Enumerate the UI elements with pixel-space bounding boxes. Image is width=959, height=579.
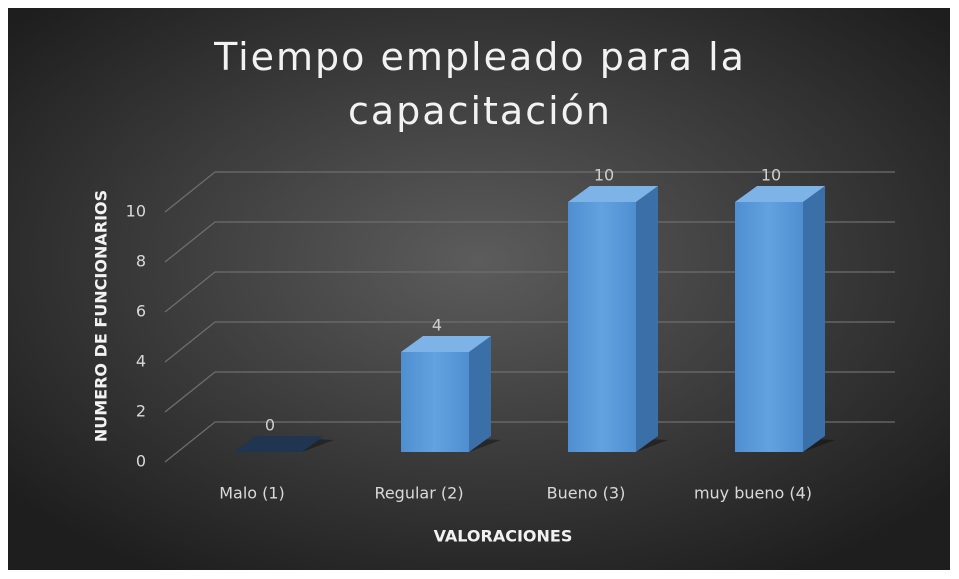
bar-side [636, 186, 658, 452]
bar [735, 202, 803, 452]
x-axis-title: VALORACIONES [434, 527, 573, 546]
y-tick-label: 10 [126, 202, 146, 221]
data-label: 4 [432, 316, 442, 335]
bar-side [469, 336, 491, 452]
data-label: 0 [265, 416, 275, 435]
bar [234, 436, 324, 452]
x-tick-label: Malo (1) [219, 484, 285, 503]
data-label: 10 [594, 166, 614, 185]
bar [401, 352, 469, 452]
grid-line [164, 321, 895, 363]
bar [568, 202, 636, 452]
grid-line [164, 371, 895, 413]
grid-line [164, 171, 895, 213]
data-label: 10 [761, 166, 781, 185]
y-tick-label: 6 [136, 302, 146, 321]
x-tick-label: Bueno (3) [547, 484, 626, 503]
grid-line [164, 271, 895, 313]
y-tick-label: 0 [136, 452, 146, 471]
y-tick-label: 4 [136, 352, 146, 371]
grid-line [164, 221, 895, 263]
x-tick-label: Regular (2) [374, 484, 463, 503]
bar-top [401, 336, 491, 352]
bar-top [735, 186, 825, 202]
bar-side [803, 186, 825, 452]
chart-title: Tiempo empleado para la capacitación [214, 35, 746, 133]
y-tick-label: 8 [136, 252, 146, 271]
y-tick-label: 2 [136, 402, 146, 421]
x-tick-label: muy bueno (4) [694, 484, 812, 503]
y-axis-title: NUMERO DE FUNCIONARIOS [92, 190, 111, 442]
bar-top [568, 186, 658, 202]
grid-line [164, 421, 895, 463]
